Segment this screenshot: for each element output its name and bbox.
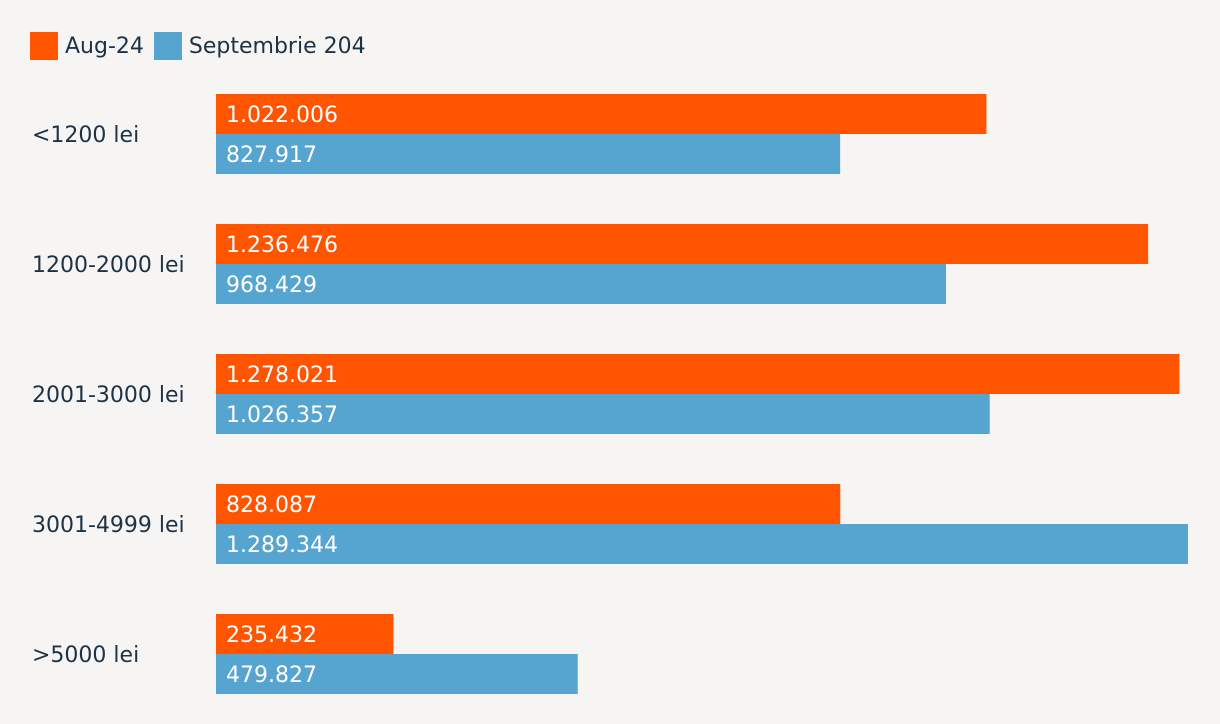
bar-septembrie — [216, 264, 947, 304]
data-label: 1.278.021 — [226, 363, 338, 388]
data-label: 479.827 — [226, 663, 317, 688]
bar-aug-24 — [216, 354, 1180, 394]
legend-item-septembrie: Septembrie 204 — [153, 32, 366, 60]
bar-septembrie — [216, 524, 1188, 564]
bar-aug-24 — [216, 224, 1149, 264]
bar-aug-24 — [216, 614, 394, 654]
legend-label: Septembrie 204 — [188, 33, 366, 59]
bar-aug-24 — [216, 484, 841, 524]
legend-swatch-septembrie — [153, 32, 182, 60]
category-label: 1200-2000 lei — [32, 253, 185, 278]
bar-septembrie — [216, 134, 841, 174]
legend: Aug-24 Septembrie 204 — [30, 32, 376, 60]
category-label: 3001-4999 lei — [32, 513, 185, 538]
data-label: 828.087 — [226, 493, 317, 518]
data-label: 1.289.344 — [226, 533, 338, 558]
legend-label: Aug-24 — [65, 33, 144, 59]
bar-septembrie — [216, 654, 578, 694]
data-label: 1.022.006 — [226, 103, 338, 128]
category-label: 2001-3000 lei — [32, 383, 185, 408]
data-label: 1.236.476 — [226, 233, 338, 258]
legend-swatch-aug-24 — [30, 32, 58, 60]
data-label: 235.432 — [226, 623, 317, 648]
data-label: 968.429 — [226, 273, 317, 298]
data-label: 827.917 — [226, 143, 317, 168]
data-label: 1.026.357 — [226, 403, 338, 428]
bar-aug-24 — [216, 94, 987, 134]
category-label: >5000 lei — [32, 643, 139, 668]
category-label: <1200 lei — [32, 123, 139, 148]
bar-septembrie — [216, 394, 990, 434]
legend-item-aug-24: Aug-24 — [30, 32, 144, 60]
